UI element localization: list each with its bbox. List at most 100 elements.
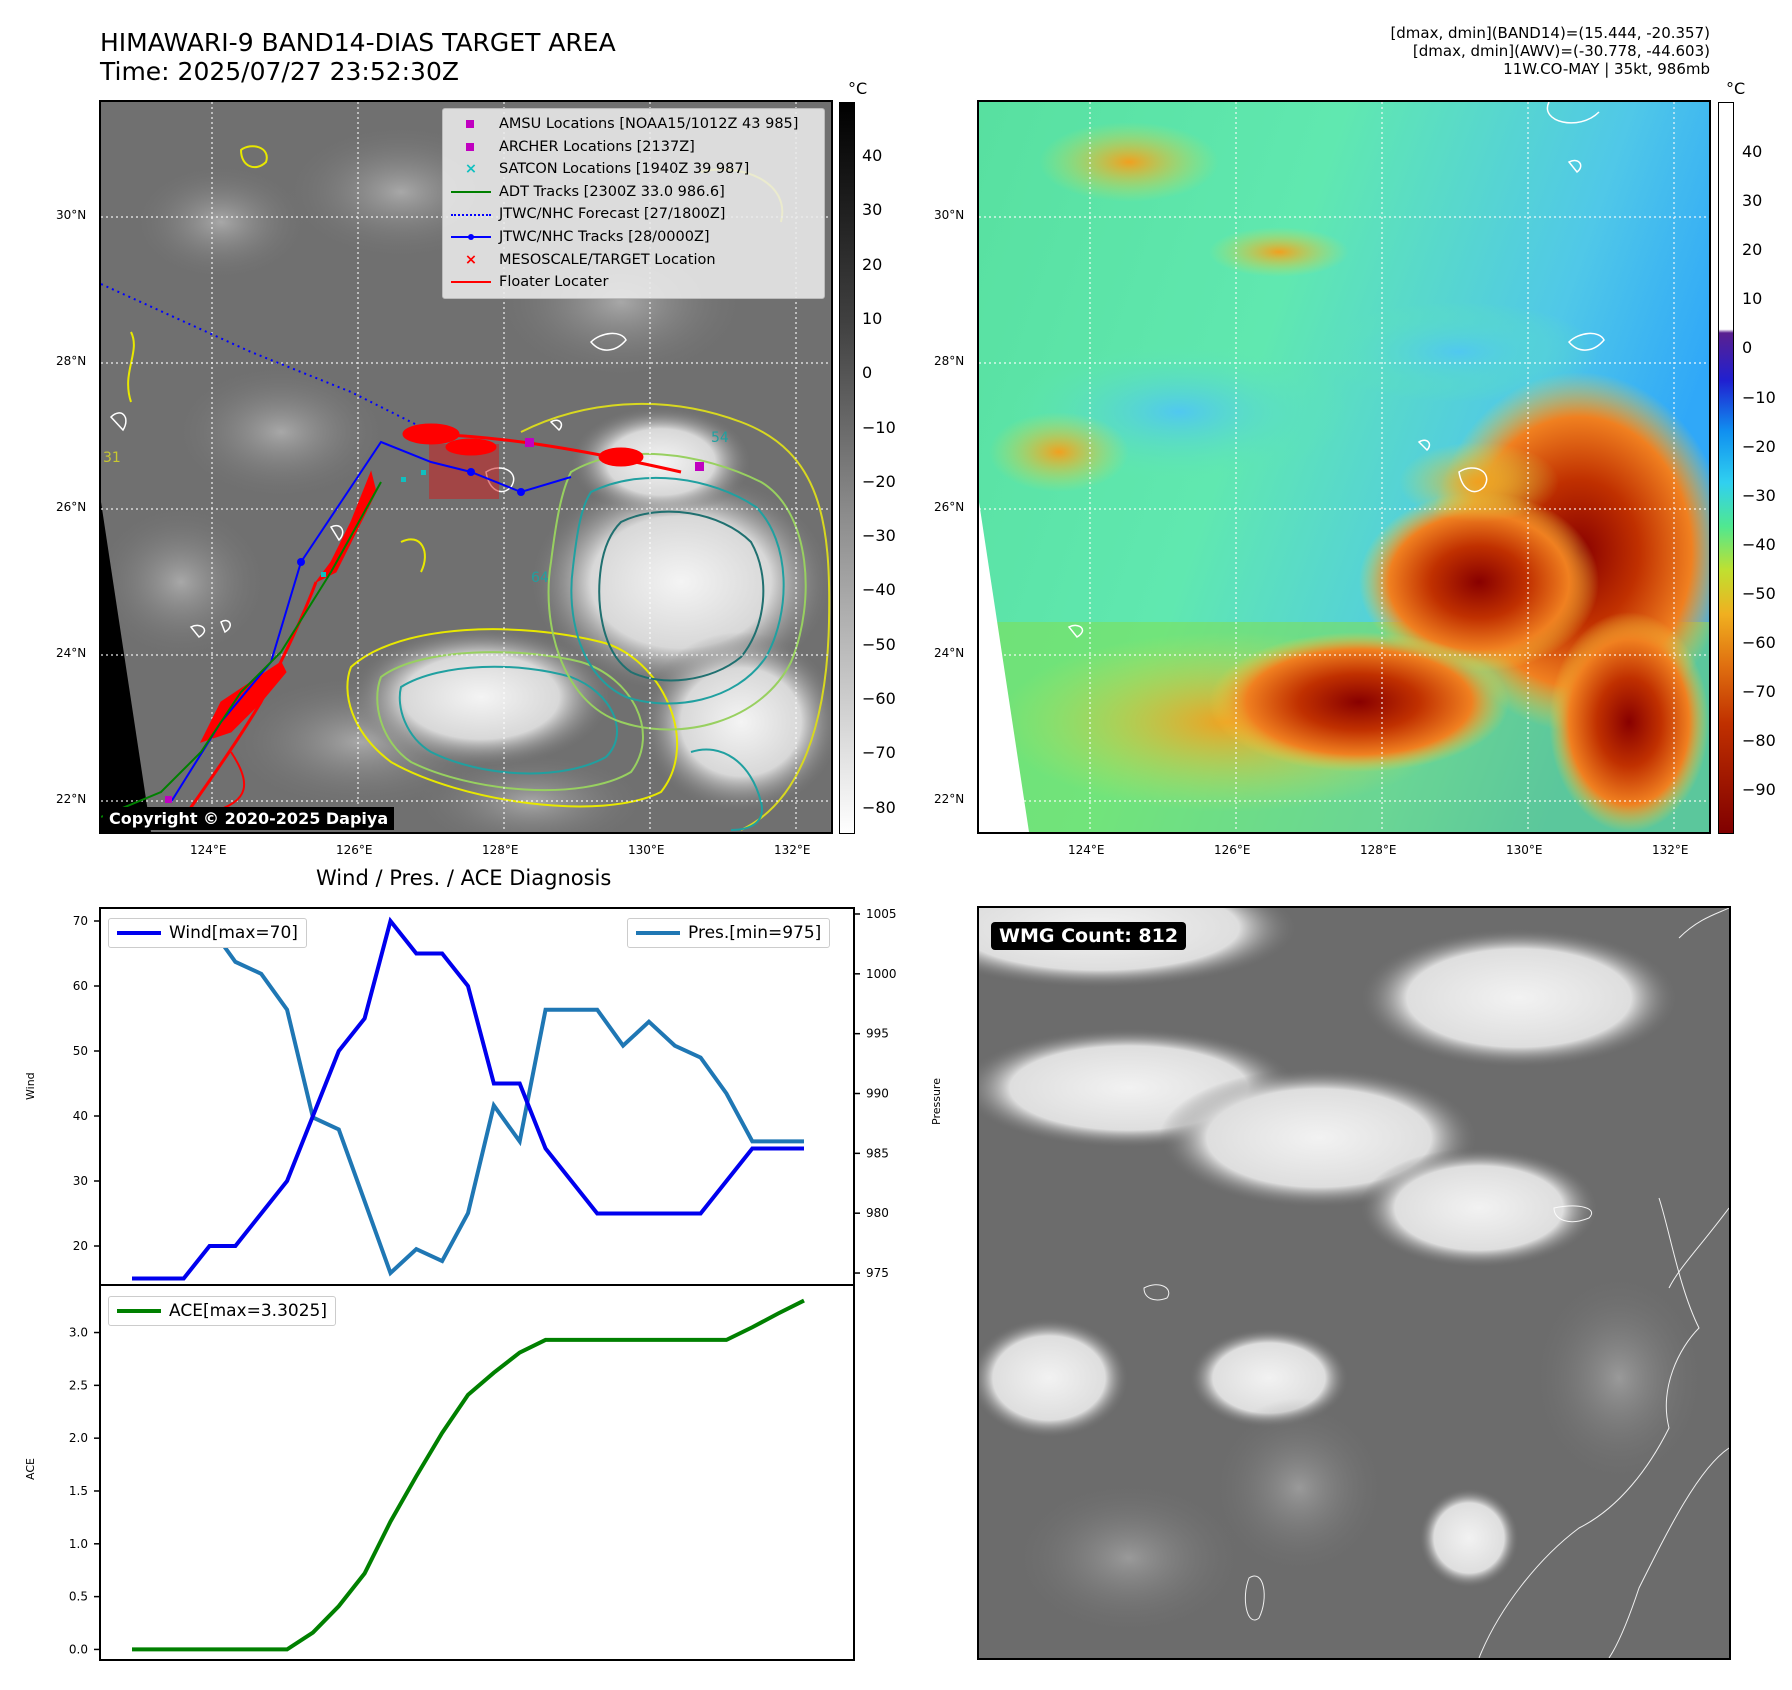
legend-satcon: × SATCON Locations [1940Z 39 987] — [464, 161, 750, 178]
cbLeftTicks-tick: −60 — [862, 689, 896, 708]
cbLeftTicks-tick: 30 — [862, 200, 883, 220]
pressure-legend: Pres.[min=975] — [627, 918, 831, 948]
ace-tick-label: 2.0 — [69, 1431, 88, 1445]
awv-lon-label-130: 130°E — [1506, 843, 1543, 857]
legend-adt: ADT Tracks [2300Z 33.0 986.6] — [451, 181, 816, 204]
wind-tick-label: 50 — [73, 1044, 88, 1058]
ir-map-panel[interactable]: 54 64 31 AMSU Locations [NOAA15/1012Z 43… — [99, 100, 833, 834]
cbRightTicks-tick: −20 — [1742, 436, 1776, 456]
ace-tick-label: 0.5 — [69, 1590, 88, 1604]
colorbar-left-unit: °C — [848, 79, 868, 98]
cbLeftTicks-tick: −80 — [862, 797, 896, 817]
cbLeftTicks-tick: −40 — [862, 580, 896, 600]
legend-jtwc-tracks: JTWC/NHC Tracks [28/0000Z] — [451, 226, 816, 249]
awv-lon-label-126: 126°E — [1214, 843, 1251, 857]
lat-label-30: 30°N — [56, 208, 87, 222]
awv-lon-label-128: 128°E — [1360, 843, 1397, 857]
cbLeftTicks-tick: −20 — [862, 471, 896, 491]
lon-label-124: 124°E — [190, 843, 227, 857]
awv-lat-label-30: 30°N — [934, 208, 965, 222]
cbRightTicks-tick: 30 — [1742, 191, 1763, 211]
awv-lon-label-124: 124°E — [1068, 843, 1105, 857]
contour-label-31: 31 — [103, 450, 121, 466]
wind-tick-label: 70 — [73, 914, 88, 928]
lat-label-22: 22°N — [56, 792, 87, 806]
cbLeftTicks-tick: 40 — [862, 146, 883, 165]
cbLeftTicks-tick: 10 — [862, 308, 883, 328]
cbRightTicks-tick: −90 — [1742, 780, 1776, 800]
cbLeftTicks-tick: −30 — [862, 526, 896, 546]
pressure-tick-label: 990 — [866, 1087, 889, 1101]
adt-track — [101, 481, 382, 818]
colorbar-left — [839, 102, 855, 834]
awv-map-canvas — [979, 102, 1709, 832]
cbRightTicks-tick: −40 — [1742, 534, 1776, 554]
legend-amsu: AMSU Locations [NOAA15/1012Z 43 985] — [451, 113, 816, 136]
ace-tick-label: 1.5 — [69, 1484, 88, 1498]
pressure-tick-label: 980 — [866, 1206, 889, 1220]
pressure-axis-label: Pressure — [930, 1078, 943, 1125]
awv-lat-label-26: 26°N — [934, 500, 965, 514]
wind-legend: Wind[max=70] — [108, 918, 307, 948]
awv-lon-label-132: 132°E — [1652, 843, 1689, 857]
cbRightTicks-tick: −60 — [1742, 633, 1776, 652]
cbRightTicks-tick: 20 — [1742, 240, 1763, 260]
cbLeftTicks-tick: −70 — [862, 743, 896, 763]
pressure-tick-label: 985 — [866, 1146, 889, 1160]
lon-label-130: 130°E — [628, 843, 665, 857]
colorbar-right-unit: °C — [1726, 79, 1746, 98]
wmg-canvas — [979, 908, 1729, 1658]
diagnosis-charts: 20 30 40 50 60 70 975 980 985 990 995 1000 1005 0.0 0… — [69, 907, 897, 1661]
wind-tick-label: 20 — [73, 1239, 88, 1253]
ace-tick-label: 3.0 — [69, 1326, 88, 1340]
cbLeftTicks-tick: 0 — [862, 363, 873, 383]
ace-tick-label: 1.0 — [69, 1537, 88, 1551]
ace-axis-label: ACE — [24, 1458, 37, 1480]
lon-label-132: 132°E — [774, 843, 811, 857]
cbRightTicks-tick: 0 — [1742, 338, 1753, 358]
info-storm: 11W.CO-MAY | 35kt, 986mb — [1503, 60, 1710, 78]
legend-archer: ARCHER Locations [2137Z] — [451, 136, 816, 159]
info-awv-range: [dmax, dmin](AWV)=(-30.778, -44.603) — [1412, 42, 1710, 60]
pressure-tick-label: 1005 — [866, 907, 897, 921]
wind-tick-label: 40 — [73, 1109, 88, 1123]
cbRightTicks-tick: −50 — [1742, 583, 1776, 603]
pressure-tick-label: 1000 — [866, 967, 897, 981]
info-band14-range: [dmax, dmin](BAND14)=(15.444, -20.357) — [1390, 24, 1710, 42]
cbLeftTicks-tick: −10 — [862, 417, 896, 437]
copyright-label: Copyright © 2020-2025 Dapiya — [103, 807, 395, 830]
lat-label-28: 28°N — [56, 354, 87, 368]
amsu-archer-markers — [165, 438, 704, 803]
lon-label-126: 126°E — [336, 843, 373, 857]
figure-title: HIMAWARI-9 BAND14-DIAS TARGET AREA — [100, 28, 616, 57]
contour-label-54: 54 — [711, 430, 729, 446]
legend-forecast: JTWC/NHC Forecast [27/1800Z] — [451, 203, 816, 226]
pressure-tick-label: 995 — [866, 1027, 889, 1041]
lon-label-128: 128°E — [482, 843, 519, 857]
awv-lat-label-22: 22°N — [934, 792, 965, 806]
awv-map-panel[interactable] — [977, 100, 1711, 834]
cbRightTicks-tick: 40 — [1742, 142, 1763, 161]
satcon-markers — [321, 470, 426, 577]
jtwc-track — [170, 440, 572, 803]
awv-lat-label-28: 28°N — [934, 354, 965, 368]
cbLeftTicks-tick: −50 — [862, 634, 896, 654]
ace-legend: ACE[max=3.3025] — [108, 1296, 336, 1326]
ace-series-line — [132, 1298, 805, 1652]
ir-map-legend: AMSU Locations [NOAA15/1012Z 43 985] ARC… — [442, 108, 825, 299]
ace-tick-label: 0.0 — [69, 1642, 88, 1656]
cbRightTicks-tick: −70 — [1742, 682, 1776, 702]
cbRightTicks-tick: −30 — [1742, 485, 1776, 505]
pressure-tick-label: 975 — [866, 1266, 889, 1280]
legend-target: × MESOSCALE/TARGET Location — [464, 251, 716, 268]
wmg-count-badge: WMG Count: 812 — [991, 922, 1187, 950]
ace-plot-frame — [99, 1284, 855, 1661]
cbRightTicks-tick: −10 — [1742, 387, 1776, 407]
cbRightTicks-tick: 10 — [1742, 289, 1763, 309]
awv-lat-label-24: 24°N — [934, 646, 965, 660]
colorbar-right — [1718, 102, 1734, 834]
wind-series-line — [132, 916, 804, 1281]
wmg-panel[interactable]: WMG Count: 812 — [977, 906, 1731, 1660]
contour-label-64: 64 — [531, 570, 549, 586]
cbRightTicks-tick: −80 — [1742, 731, 1776, 751]
